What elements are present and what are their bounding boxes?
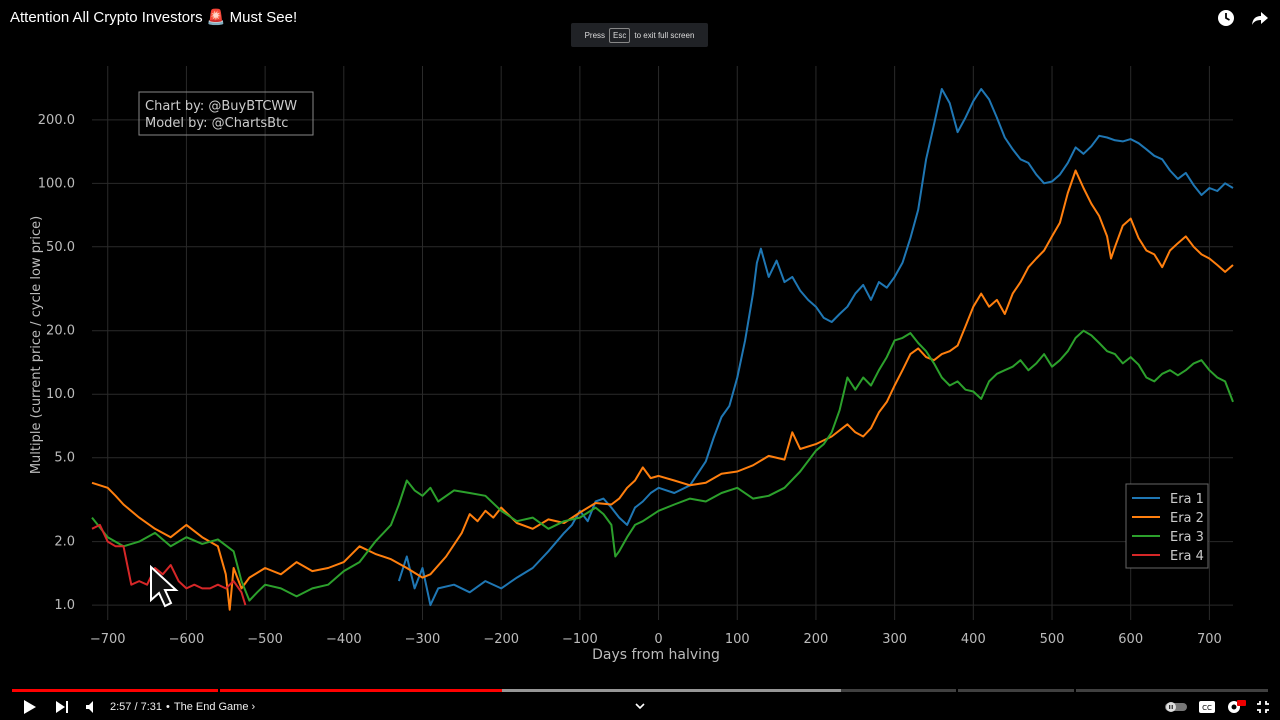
legend-label: Era 1 [1170,492,1204,507]
play-icon[interactable] [20,699,40,715]
chapter-marker [218,689,220,692]
series-line-era-3 [91,329,1234,602]
x-tick-label: 300 [882,632,907,647]
chart-grid [92,66,1233,620]
annotation-box: Chart by: @BuyBTCWW Model by: @ChartsBtc [138,91,314,136]
video-title-text: Attention All Crypto Investors [10,9,203,26]
chapter-marker [1074,689,1076,692]
exit-fullscreen-icon[interactable] [1256,700,1270,714]
x-tick-label: −500 [247,632,283,647]
y-tick-label: 1.0 [54,598,75,613]
legend-label: Era 2 [1170,511,1204,526]
time-display: 2:57 / 7:31 [110,701,162,713]
halving-multiple-chart: 1.0 2.0 5.0 10.0 20.0 50.0 100.0 200.0 −700 −600… [29,66,1234,663]
chapter-title-button[interactable]: The End Game › [173,701,256,713]
x-tick-labels: −700 −600 −500 −400 −300 −200 −100 0 100 200 300 40… [90,632,1222,647]
y-tick-label: 200.0 [38,113,75,128]
captions-icon[interactable]: CC [1198,700,1216,714]
volume-icon[interactable] [82,700,102,714]
legend-label: Era 3 [1170,530,1204,545]
fullscreen-exit-hint: Press Esc to exit full screen [571,23,708,47]
x-tick-label: 200 [804,632,829,647]
x-tick-label: −300 [405,632,441,647]
x-tick-label: −100 [562,632,598,647]
player-controls: 2:57 / 7:31 • The End Game › CC [0,694,1280,720]
progress-played [12,689,502,692]
series-line-era-4 [91,523,247,606]
chapter-marker [956,689,958,692]
x-axis-label: Days from halving [592,647,720,663]
legend-label: Era 4 [1170,549,1204,564]
x-tick-label: −600 [169,632,205,647]
annotation-line-1: Chart by: @BuyBTCWW [145,99,297,114]
esc-hint-tail: to exit full screen [634,30,695,40]
x-tick-label: −200 [483,632,519,647]
progress-bar[interactable] [12,689,1268,692]
annotation-line-2: Model by: @ChartsBtc [145,116,288,131]
series-line-era-1 [397,88,1234,607]
x-tick-label: 0 [654,632,662,647]
y-tick-label: 10.0 [46,387,75,402]
chart-legend: Era 1 Era 2 Era 3 Era 4 [1125,483,1209,569]
watch-later-icon[interactable] [1216,8,1236,28]
mouse-cursor-icon [150,564,179,608]
esc-key-label: Esc [609,27,631,43]
video-title-suffix: Must See! [229,9,298,26]
chevron-down-icon[interactable] [634,698,646,716]
settings-gear-icon[interactable] [1226,699,1246,715]
svg-text:CC: CC [1202,704,1212,712]
chapter-separator: • [166,701,170,713]
x-tick-label: 400 [961,632,986,647]
video-title: Attention All Crypto Investors 🚨 Must Se… [10,8,297,26]
x-tick-label: −400 [326,632,362,647]
series-line-era-2 [91,169,1234,611]
y-axis-label: Multiple (current price / cycle low pric… [29,216,44,474]
chart-series-layer [91,88,1234,611]
next-video-icon[interactable] [52,700,72,714]
y-tick-label: 100.0 [38,176,75,191]
x-tick-label: 700 [1197,632,1222,647]
autoplay-toggle[interactable] [1164,701,1188,713]
y-tick-labels: 1.0 2.0 5.0 10.0 20.0 50.0 100.0 200.0 [38,113,75,613]
siren-emoji: 🚨 [206,9,226,26]
esc-hint-press: Press [584,30,606,40]
y-tick-label: 50.0 [46,240,75,255]
x-tick-label: 500 [1040,632,1065,647]
x-tick-label: 100 [725,632,750,647]
y-tick-label: 20.0 [46,324,75,339]
y-tick-label: 2.0 [54,535,75,550]
share-icon[interactable] [1250,8,1270,28]
x-tick-label: 600 [1118,632,1143,647]
x-tick-label: −700 [90,632,126,647]
top-right-actions [1216,8,1270,28]
right-controls: CC [1164,694,1270,720]
y-tick-label: 5.0 [54,451,75,466]
